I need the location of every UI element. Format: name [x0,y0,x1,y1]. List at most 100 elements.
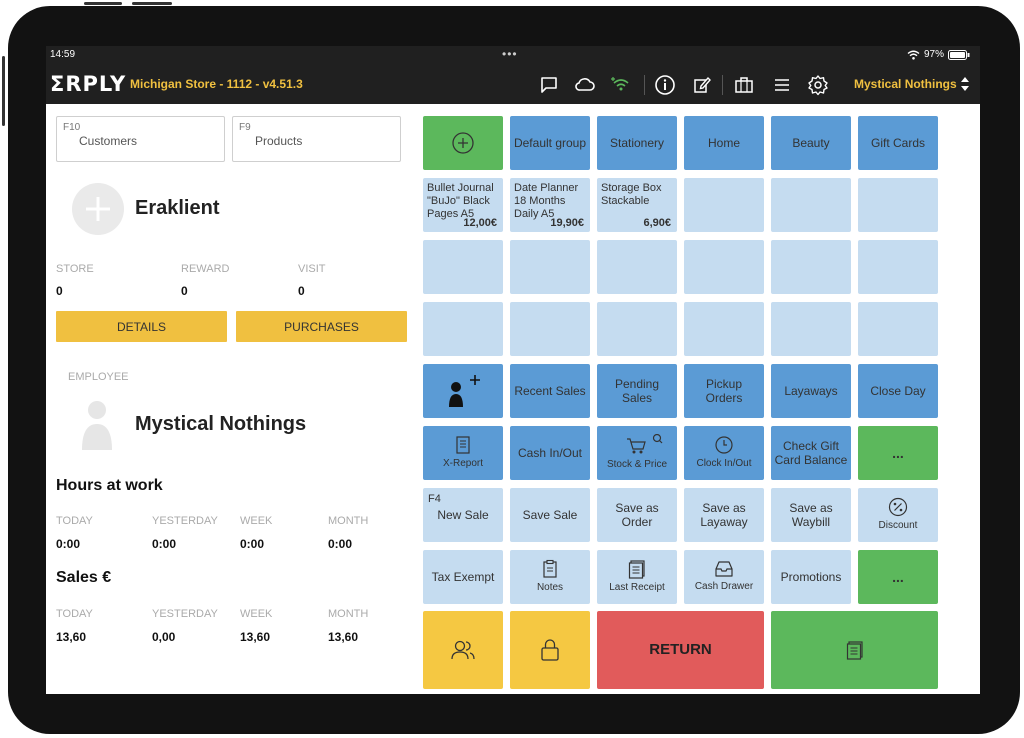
hours-stat-label: TODAY [56,515,93,527]
notes-button[interactable]: Notes [510,550,590,604]
lock-button[interactable] [510,611,590,689]
products-placeholder: Products [255,134,303,148]
more-actions-button[interactable]: ... [858,426,938,480]
info-icon[interactable] [653,73,677,97]
save-sale-button[interactable]: Save Sale [510,488,590,542]
check-gift-card-label: Check Gift Card Balance [774,439,848,467]
employee-label: EMPLOYEE [68,371,129,383]
store-title: Michigan Store - 1112 - v4.51.3 [130,77,303,91]
gear-icon[interactable] [806,73,830,97]
more-actions-button-2[interactable]: ... [858,550,938,604]
group-beauty[interactable]: Beauty [771,116,851,170]
add-customer-button[interactable] [423,364,503,418]
close-day-button[interactable]: Close Day [858,364,938,418]
chat-icon[interactable] [537,73,561,97]
hours-stat-label: MONTH [328,515,369,527]
pending-sales-button[interactable]: Pending Sales [597,364,677,418]
notes-label: Notes [536,582,564,593]
plus-icon [86,197,110,221]
product-name: Bullet Journal "BuJo" Black Pages A5 [427,182,494,220]
briefcase-icon[interactable] [732,73,756,97]
product-tile[interactable]: Storage Box Stackable 6,90€ [597,178,677,232]
battery-icon [948,49,970,60]
new-sale-button[interactable]: F4 New Sale [423,488,503,542]
new-sale-label: New Sale [437,508,489,522]
user-switch-chevron-icon[interactable] [960,74,970,99]
save-as-order-button[interactable]: Save as Order [597,488,677,542]
sales-stat-label: YESTERDAY [152,608,218,620]
empty-tile [597,240,677,294]
menu-icon[interactable] [770,73,794,97]
empty-tile [858,178,938,232]
products-search-field[interactable]: F9 Products [232,116,401,162]
save-as-order-label: Save as Order [615,501,659,529]
pending-sales-label: Pending Sales [614,377,660,405]
clock-in-out-button[interactable]: Clock In/Out [684,426,764,480]
product-price: 19,90€ [550,217,584,229]
add-group-button[interactable] [423,116,503,170]
sales-stat-label: MONTH [328,608,369,620]
cash-in-out-button[interactable]: Cash In/Out [510,426,590,480]
status-right: 97% [907,49,970,60]
product-tile[interactable]: Date Planner 18 Months Daily A5 19,90€ [510,178,590,232]
group-stationery[interactable]: Stationery [597,116,677,170]
toolbar-separator [722,75,723,95]
status-bar: 14:59 ••• 97% [46,46,980,66]
product-price: 6,90€ [643,217,671,229]
pickup-orders-button[interactable]: Pickup Orders [684,364,764,418]
x-report-label: X-Report [442,458,483,469]
cash-drawer-label: Cash Drawer [694,581,754,592]
payment-button[interactable] [771,611,938,689]
product-name: Storage Box Stackable [601,182,662,207]
last-receipt-button[interactable]: Last Receipt [597,550,677,604]
sales-title: Sales € [56,569,112,586]
cash-drawer-icon [715,561,733,577]
purchases-button[interactable]: PURCHASES [236,311,407,342]
clock-icon [715,436,733,454]
group-default[interactable]: Default group [510,116,590,170]
customers-button[interactable] [423,611,503,689]
recent-sales-button[interactable]: Recent Sales [510,364,590,418]
pickup-orders-label: Pickup Orders [705,377,743,405]
empty-tile [858,302,938,356]
edit-icon[interactable] [690,73,714,97]
x-report-button[interactable]: X-Report [423,426,503,480]
save-as-waybill-button[interactable]: Save as Waybill [771,488,851,542]
receipt-icon [628,560,645,579]
group-home[interactable]: Home [684,116,764,170]
cloud-icon[interactable] [573,73,597,97]
details-button[interactable]: DETAILS [56,311,227,342]
customer-stat-label: STORE [56,263,94,275]
customers-search-field[interactable]: F10 Customers [56,116,225,162]
stock-price-label: Stock & Price [606,459,668,470]
hours-stat-value: 0:00 [152,537,177,551]
tax-exempt-button[interactable]: Tax Exempt [423,550,503,604]
sales-stat-value: 0,00 [152,630,176,644]
current-user-name[interactable]: Mystical Nothings [854,77,957,91]
empty-tile [423,302,503,356]
product-tile[interactable]: Bullet Journal "BuJo" Black Pages A5 12,… [423,178,503,232]
empty-tile [423,240,503,294]
connection-status-icon[interactable] [609,73,633,97]
empty-tile [684,178,764,232]
sales-stat-label: TODAY [56,608,93,620]
save-as-layaway-button[interactable]: Save as Layaway [684,488,764,542]
layaways-button[interactable]: Layaways [771,364,851,418]
check-gift-card-button[interactable]: Check Gift Card Balance [771,426,851,480]
multitask-dots-icon[interactable]: ••• [502,47,518,61]
customer-stat-value: 0 [181,284,188,298]
customer-stat-value: 0 [56,284,63,298]
promotions-button[interactable]: Promotions [771,550,851,604]
discount-button[interactable]: Discount [858,488,938,542]
report-icon [456,436,470,454]
group-gift-cards[interactable]: Gift Cards [858,116,938,170]
hours-stat-label: WEEK [240,515,273,527]
plus-circle-icon [452,132,474,154]
lock-icon [541,639,559,661]
add-customer-avatar[interactable] [72,183,124,235]
return-button[interactable]: RETURN [597,611,764,689]
cash-drawer-button[interactable]: Cash Drawer [684,550,764,604]
last-receipt-label: Last Receipt [609,582,665,593]
stock-price-button[interactable]: Stock & Price [597,426,677,480]
hours-title: Hours at work [56,477,163,494]
